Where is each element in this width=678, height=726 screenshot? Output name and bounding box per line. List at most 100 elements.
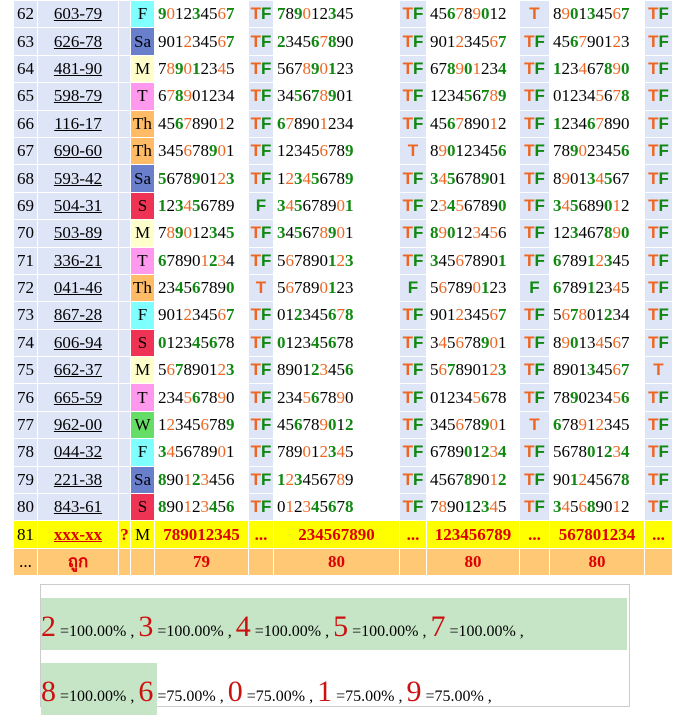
digit-group: 123456789 (426, 82, 520, 111)
gap-cell (118, 301, 131, 330)
stat-digit: 4 (235, 610, 251, 643)
digit-group: 789012345 (426, 493, 520, 522)
gap-cell (118, 54, 131, 84)
hit-tag: TF (644, 383, 673, 412)
table-row: 76 665-59 T 234567890 TF 234567890 TF 012345678… (13, 383, 673, 412)
hit-tag: TF (519, 328, 550, 358)
table-row: 80 843-61 S 890123456 TF 012345678 TF 789012345… (13, 493, 673, 522)
gap-cell (118, 273, 131, 303)
predicted-group: 123456789 (426, 520, 520, 549)
stat-separator: , (130, 623, 139, 640)
table-row: 63 626-78 Sa 901234567 TF 234567890 TF 90123456… (13, 27, 673, 56)
digit-group: 123456789 (273, 136, 400, 166)
blank-cell (118, 547, 131, 577)
digit-group: 234567890 (426, 191, 520, 221)
draw-code: 843-61 (53, 497, 103, 517)
draw-code-cell: 662-37 (37, 356, 119, 385)
digit-group: 012345678 (273, 328, 400, 358)
day-badge: T (130, 246, 155, 275)
row-number: 80 (13, 493, 38, 522)
hit-tag: TF (519, 246, 550, 275)
day-badge: M (130, 356, 155, 385)
digit-stats-line-2: 8 =100.00% , 6 =75.00% , 0 =75.00% , 1 =… (41, 663, 492, 715)
draw-code: 690-60 (53, 141, 103, 161)
hit-tag: TF (644, 0, 673, 29)
draw-code-cell: 626-78 (37, 27, 119, 56)
digit-stat: 7 =100.00% , (430, 610, 523, 643)
digit-group: 890123456 (154, 493, 249, 522)
gap-cell (118, 356, 131, 385)
day-badge: F (130, 438, 155, 467)
draw-code-cell: 867-28 (37, 301, 119, 330)
row-number: ... (13, 547, 38, 577)
gap-cell (118, 164, 131, 193)
stats-line-2-items: 8 =100.00% , 6 =75.00% , 0 =75.00% , 1 =… (41, 675, 492, 708)
stat-separator: , (219, 688, 228, 705)
blank-cell (130, 547, 155, 577)
hit-tag: TF (248, 328, 274, 358)
hit-tag: TF (644, 27, 673, 56)
digit-group: 890134567 (549, 0, 645, 29)
digit-group: 345678901 (426, 328, 520, 358)
stat-digit: 3 (138, 610, 154, 643)
hit-tag: TF (248, 438, 274, 467)
hit-tag: TF (248, 82, 274, 111)
hit-tag: TF (644, 410, 673, 440)
gap-cell (118, 109, 131, 138)
hit-tag: TF (399, 27, 427, 56)
table-row: 67 690-60 Th 345678901 TF 123456789 T 890123456… (13, 136, 673, 166)
draw-code: 598-79 (53, 86, 103, 106)
digit-group: 678901234 (426, 438, 520, 467)
draw-code: 481-90 (53, 58, 103, 78)
hit-count: 79 (154, 547, 249, 577)
table-row: 70 503-89 M 789012345 TF 345678901 TF 890123456… (13, 219, 673, 248)
table-row: 78 044-32 F 345678901 TF 789012345 TF 678901234… (13, 438, 673, 467)
predicted-group: 789012345 (154, 520, 249, 549)
hit-tag: TF (248, 54, 274, 84)
digit-group: 123456789 (273, 164, 400, 193)
draw-code: 503-89 (53, 223, 103, 243)
draw-code-cell: 336-21 (37, 246, 119, 275)
hit-count: 80 (549, 547, 645, 577)
digit-group: 678912345 (549, 246, 645, 275)
hit-tag: TF (248, 356, 274, 385)
hit-tag: TF (248, 109, 274, 138)
digit-stats-panel: 2 =100.00% , 3 =100.00% , 4 =100.00% , 5… (40, 584, 630, 715)
draw-code-cell: 044-32 (37, 438, 119, 467)
digit-group: 890134567 (549, 328, 645, 358)
row-number: 79 (13, 465, 38, 495)
digit-group: 678901234 (273, 109, 400, 138)
stats-line-1-items: 2 =100.00% , 3 =100.00% , 4 =100.00% , 5… (41, 610, 524, 643)
hit-tag: TF (399, 383, 427, 412)
day-badge: M (130, 520, 155, 549)
draw-code-cell: 665-59 (37, 383, 119, 412)
stat-percent: =100.00% (153, 623, 228, 640)
gap-cell (118, 246, 131, 275)
row-number: 64 (13, 54, 38, 84)
day-badge: Sa (130, 27, 155, 56)
table-row: 68 593-42 Sa 567890123 TF 123456789 TF 34567890… (13, 164, 673, 193)
hit-tag: T (644, 356, 673, 385)
table-row: 69 504-31 S 123456789 F 345678901 TF 234567890 T… (13, 191, 673, 221)
draw-code-cell: 603-79 (37, 0, 119, 29)
hit-tag: TF (399, 328, 427, 358)
hit-tag: TF (248, 465, 274, 495)
draw-code: 626-78 (53, 31, 103, 51)
day-badge: S (130, 328, 155, 358)
hit-tag: TF (248, 219, 274, 248)
digit-group: 901234567 (426, 301, 520, 330)
digit-group: 234567890 (154, 383, 249, 412)
hit-tag: TF (644, 301, 673, 330)
hit-tag: TF (644, 191, 673, 221)
hit-tag: TF (519, 219, 550, 248)
blank-cell (519, 547, 550, 577)
hit-tag: TF (248, 493, 274, 522)
digit-stat: 3 =100.00% , (138, 610, 235, 643)
hit-tag: TF (644, 493, 673, 522)
draw-code-cell: 598-79 (37, 82, 119, 111)
digit-group: 567890123 (273, 273, 400, 303)
day-badge: F (130, 301, 155, 330)
day-badge: Th (130, 109, 155, 138)
digit-group: 345689012 (549, 191, 645, 221)
hit-tag: TF (399, 493, 427, 522)
